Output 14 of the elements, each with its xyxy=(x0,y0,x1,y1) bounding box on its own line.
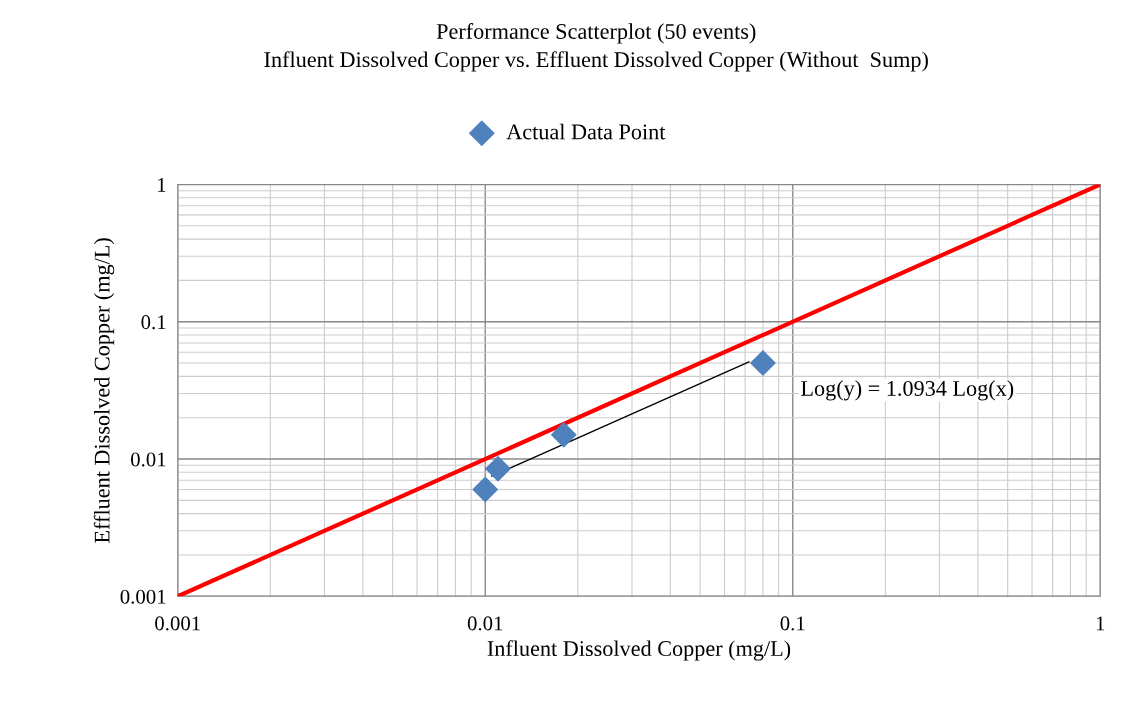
y-tick-label: 0.01 xyxy=(130,452,166,467)
annotation: Log(y) = 1.0934 Log(x) xyxy=(801,380,1014,401)
legend-label: Actual Data Point xyxy=(506,123,666,140)
y-tick-label: 1 xyxy=(158,177,166,192)
chart-title: Performance Scatterplot (50 events) xyxy=(436,23,756,44)
x-tick-label: 0.001 xyxy=(155,616,200,631)
y-tick-label: 0.1 xyxy=(141,315,166,330)
x-axis-title: Influent Dissolved Copper (mg/L) xyxy=(487,640,791,661)
x-tick-label: 0.01 xyxy=(467,616,503,631)
y-tick-label: 0.001 xyxy=(120,589,166,604)
x-tick-label: 1 xyxy=(1096,616,1105,631)
chart-subtitle: Influent Dissolved Copper vs. Effluent Dissolved Copper (Without Sump) xyxy=(264,51,928,72)
y-axis-title: Effluent Dissolved Copper (mg/L) xyxy=(93,238,115,543)
x-tick-label: 0.1 xyxy=(780,616,805,631)
